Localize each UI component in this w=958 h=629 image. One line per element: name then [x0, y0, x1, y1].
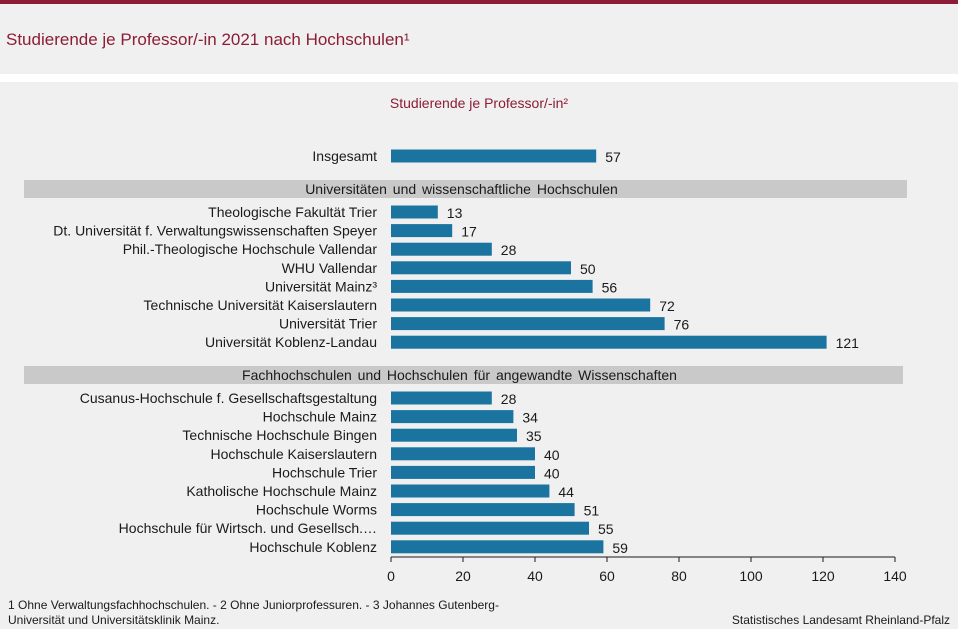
- x-tick-label: 80: [671, 568, 687, 584]
- category-label: Technische Universität Kaiserslautern: [144, 297, 377, 313]
- bar: [391, 298, 651, 312]
- x-tick-label: 40: [527, 568, 543, 584]
- value-label: 76: [674, 317, 690, 333]
- value-label: 28: [501, 242, 517, 258]
- value-label: 121: [836, 335, 860, 351]
- category-label: Insgesamt: [312, 148, 377, 164]
- bar: [391, 484, 550, 498]
- category-label: Hochschule Mainz: [263, 409, 377, 425]
- bar: [391, 503, 575, 517]
- group-heading: Universitäten und wissenschaftliche Hoch…: [305, 181, 618, 197]
- value-label: 13: [447, 205, 463, 221]
- category-label: Theologische Fakultät Trier: [208, 204, 377, 220]
- x-tick-label: 20: [455, 568, 471, 584]
- bar: [391, 242, 492, 256]
- x-tick-label: 140: [883, 568, 907, 584]
- x-tick-label: 60: [599, 568, 615, 584]
- value-label: 28: [501, 391, 517, 407]
- category-label: Universität Mainz³: [265, 278, 377, 294]
- bar: [391, 224, 453, 238]
- value-label: 55: [598, 521, 614, 537]
- bar: [391, 317, 665, 331]
- bar: [391, 521, 589, 535]
- category-label: Hochschule Trier: [272, 464, 377, 480]
- bar: [391, 261, 571, 275]
- bar: [391, 149, 597, 163]
- bar: [391, 205, 438, 219]
- value-label: 34: [522, 410, 538, 426]
- value-label: 56: [602, 279, 618, 295]
- group-band: [24, 366, 903, 384]
- value-label: 40: [544, 447, 560, 463]
- category-label: Universität Trier: [279, 316, 377, 332]
- value-label: 40: [544, 465, 560, 481]
- x-tick-label: 0: [387, 568, 395, 584]
- category-label: Hochschule Kaiserslautern: [210, 446, 377, 462]
- value-label: 57: [605, 149, 621, 165]
- bar-chart: Studierende je Professor/-in² Insgesamt 57…: [24, 95, 907, 584]
- value-label: 50: [580, 261, 596, 277]
- bar: [391, 410, 514, 424]
- category-label: Technische Hochschule Bingen: [182, 427, 377, 443]
- group-band: [24, 180, 907, 198]
- value-label: 72: [659, 298, 675, 314]
- bar: [391, 335, 827, 349]
- value-label: 17: [461, 224, 477, 240]
- value-label: 51: [584, 503, 600, 519]
- header: Studierende je Professor/-in 2021 nach H…: [0, 4, 958, 74]
- category-label: Dt. Universität f. Verwaltungswissenscha…: [53, 223, 377, 239]
- value-label: 35: [526, 428, 542, 444]
- bar: [391, 279, 593, 293]
- page-title: Studierende je Professor/-in 2021 nach H…: [6, 30, 410, 49]
- source-note: Statistisches Landesamt Rheinland-Pfalz: [731, 613, 950, 627]
- category-label: Universität Koblenz-Landau: [205, 334, 377, 350]
- value-label: 59: [612, 540, 628, 556]
- category-label: Hochschule Worms: [256, 502, 377, 518]
- category-label: Katholische Hochschule Mainz: [186, 483, 377, 499]
- chart-title: Studierende je Professor/-in²: [390, 95, 569, 111]
- value-label: 44: [558, 484, 574, 500]
- category-label: Hochschule für Wirtsch. und Gesellsch.…: [119, 520, 377, 536]
- bar: [391, 465, 535, 479]
- bar: [391, 391, 492, 405]
- category-label: Phil.-Theologische Hochschule Vallendar: [123, 241, 378, 257]
- category-label: WHU Vallendar: [282, 260, 378, 276]
- x-tick-label: 120: [811, 568, 835, 584]
- bar: [391, 428, 517, 442]
- x-tick-label: 100: [739, 568, 763, 584]
- footnote: 1 Ohne Verwaltungsfachhochschulen. - 2 O…: [8, 598, 499, 627]
- top-accent-bar: [0, 0, 958, 4]
- bar: [391, 447, 535, 461]
- chart-panel: Studierende je Professor/-in² Insgesamt 57…: [0, 82, 958, 629]
- group-heading: Fachhochschulen und Hochschulen für ange…: [242, 367, 677, 383]
- bar: [391, 540, 604, 554]
- category-label: Hochschule Koblenz: [249, 539, 377, 555]
- category-label: Cusanus-Hochschule f. Gesellschaftsgesta…: [80, 390, 377, 406]
